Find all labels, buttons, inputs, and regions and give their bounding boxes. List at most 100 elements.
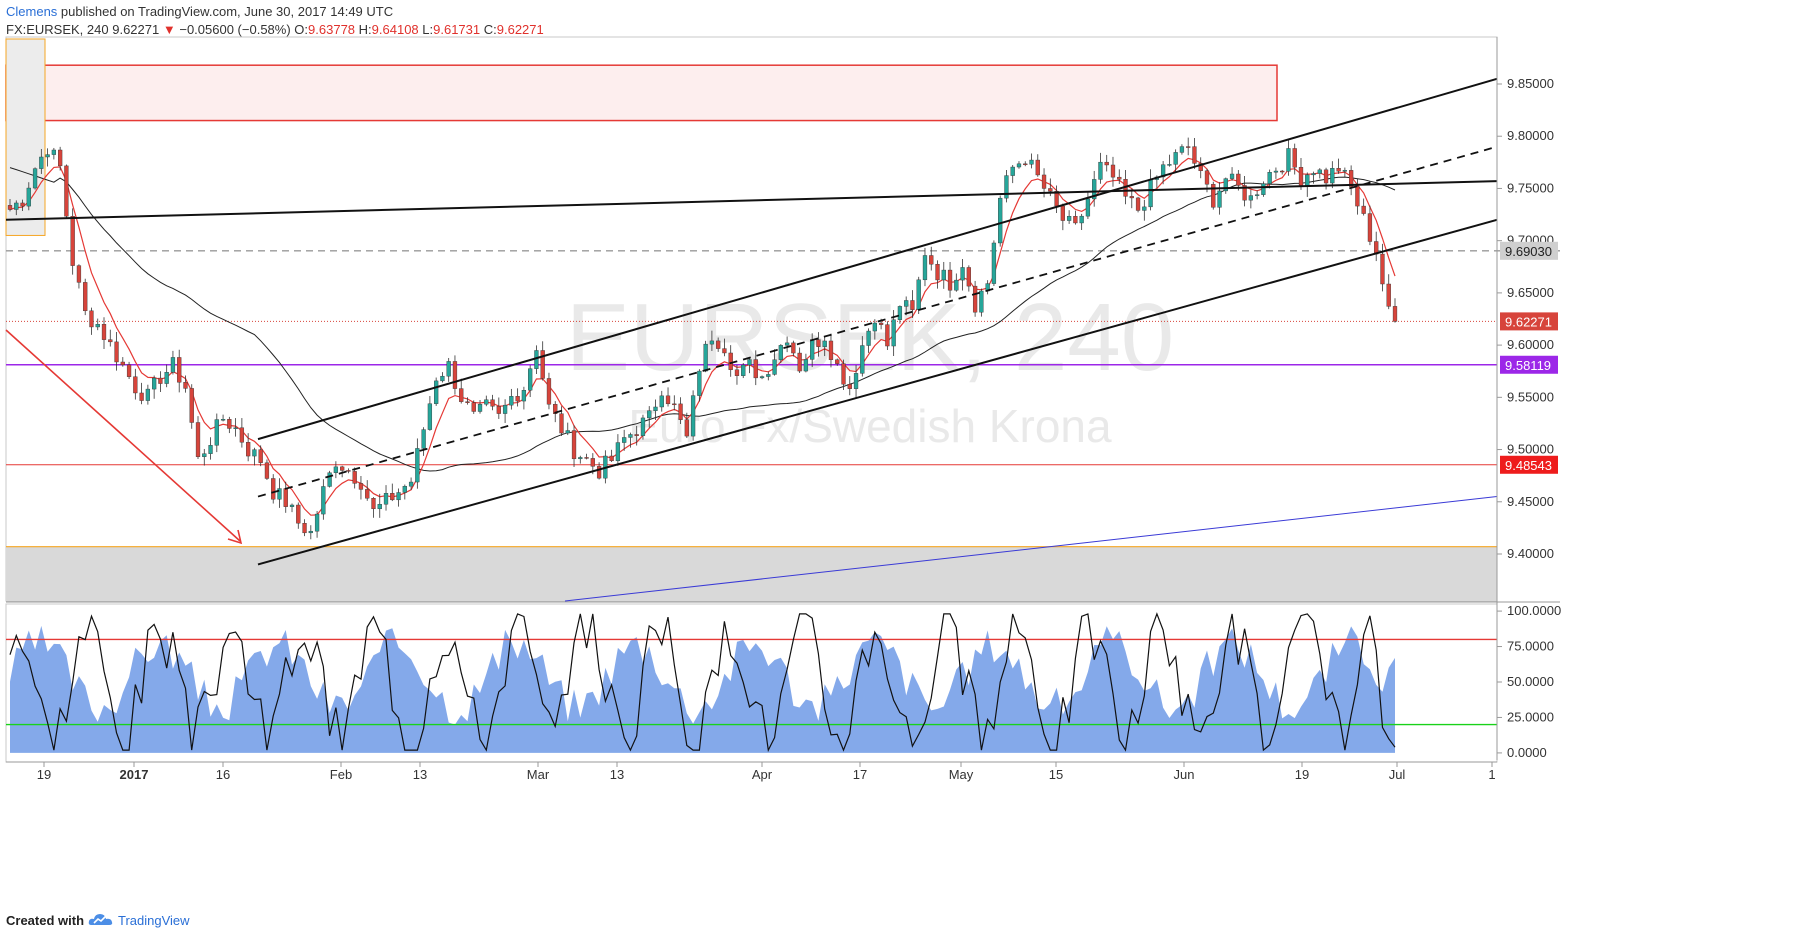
candle (471, 400, 476, 414)
candle-body-down (371, 498, 376, 510)
candle-body-up (1273, 170, 1279, 173)
price-change: −0.05600 (−0.58%) (179, 22, 291, 37)
candle (766, 371, 771, 381)
candle (108, 329, 113, 347)
candle (1392, 298, 1398, 323)
candle (502, 399, 508, 423)
candle (1129, 188, 1134, 209)
candle-body-down (83, 282, 88, 312)
candle (866, 328, 871, 353)
candle-body-up (872, 322, 877, 332)
candle-body-up (1267, 172, 1272, 184)
price-tag-box (1500, 455, 1558, 474)
candle-body-up (615, 442, 621, 462)
candle (797, 347, 802, 373)
mid-channel-line[interactable] (257, 145, 1498, 498)
candle-body-down (596, 466, 602, 479)
candle-body-up (690, 395, 696, 437)
candle (83, 278, 88, 316)
candle-body-up (95, 324, 100, 328)
candle (1035, 154, 1040, 177)
time-tick-label: Jul (1389, 767, 1406, 782)
candle (565, 422, 570, 436)
symbol-label[interactable]: FX:EURSEK, 240 (6, 22, 109, 37)
candle-body-down (258, 449, 263, 463)
red-arrow-line[interactable] (5, 329, 241, 542)
candle (553, 401, 558, 423)
candle-body-up (383, 493, 389, 505)
candle (1073, 210, 1078, 225)
candle (170, 350, 176, 375)
price-tick-label: 9.80000 (1507, 128, 1554, 143)
price-tick-label: 9.60000 (1507, 337, 1554, 352)
candle-body-up (214, 419, 219, 446)
horizontal-neckline-line[interactable] (5, 180, 1498, 221)
indicator-tick-label: 0.0000 (1507, 745, 1547, 760)
author-link[interactable]: Clemens (6, 4, 58, 19)
tradingview-cloud-icon (88, 914, 113, 925)
chart-canvas[interactable]: EURSEK, 240 Euro Fx/Swedish Krona 9.8500… (0, 0, 1808, 906)
trend-lines[interactable] (5, 77, 1498, 602)
candle (972, 280, 978, 317)
candle-body-up (39, 156, 44, 169)
high-label: H: (358, 22, 372, 37)
candle-body-down (283, 488, 288, 507)
candle-body-up (477, 403, 483, 412)
candle-body-up (145, 388, 151, 401)
lower-channel-line[interactable] (257, 218, 1498, 566)
candle-body-up (415, 448, 420, 483)
candle-body-up (578, 457, 583, 460)
candle-body-down (1348, 170, 1354, 187)
candle-body-down (352, 471, 357, 484)
candle (51, 147, 57, 160)
candle-body-down (1023, 163, 1028, 166)
candle-body-down (58, 149, 63, 167)
candle (390, 483, 395, 502)
candle (20, 199, 25, 211)
candle-body-up (1311, 173, 1316, 176)
candle-body-up (333, 466, 339, 473)
candle-body-down (665, 395, 671, 405)
publish-line: Clemens published on TradingView.com, Ju… (6, 4, 393, 19)
candle (1004, 169, 1009, 203)
candle-body-up (1173, 152, 1178, 165)
tradingview-brand-link[interactable]: TradingView (118, 913, 190, 928)
time-tick-label: 17 (853, 767, 867, 782)
blue-long-trend-line[interactable] (564, 496, 1498, 602)
candle-body-down (1117, 176, 1122, 180)
upper-channel-line[interactable] (257, 77, 1498, 441)
price-tick-label: 9.65000 (1507, 285, 1554, 300)
candle-body-up (421, 429, 426, 449)
candle (784, 336, 790, 353)
close-value: 9.62271 (496, 22, 544, 37)
candle (778, 344, 783, 363)
candle (402, 484, 407, 500)
candle (490, 394, 495, 411)
candle-body-down (1336, 168, 1341, 172)
price-tick-label: 9.40000 (1507, 546, 1554, 561)
candle-body-up (1261, 183, 1266, 195)
candle (734, 365, 740, 385)
candle (1117, 169, 1122, 185)
candle-body-down (684, 419, 689, 437)
candle (1198, 157, 1203, 179)
candle (427, 396, 433, 431)
candle (1292, 143, 1297, 175)
candle (302, 519, 307, 537)
candle-body-up (697, 370, 702, 396)
candle-body-up (628, 434, 633, 438)
publish-info: published on TradingView.com, June 30, 2… (60, 4, 394, 19)
candle-body-up (446, 361, 451, 377)
candle-body-up (484, 399, 489, 405)
candle (640, 414, 646, 440)
candle (358, 476, 364, 500)
red-arrow-head[interactable] (227, 529, 243, 545)
candle (1142, 199, 1147, 221)
candle-body-up (747, 359, 752, 366)
axes-layer: 9.850009.800009.750009.700009.650009.600… (6, 37, 1561, 782)
candle-body-up (1167, 164, 1172, 166)
candle (753, 350, 758, 386)
candle-body-up (941, 269, 946, 281)
indicator-tick-label: 25.0000 (1507, 709, 1554, 724)
candle (7, 198, 13, 212)
